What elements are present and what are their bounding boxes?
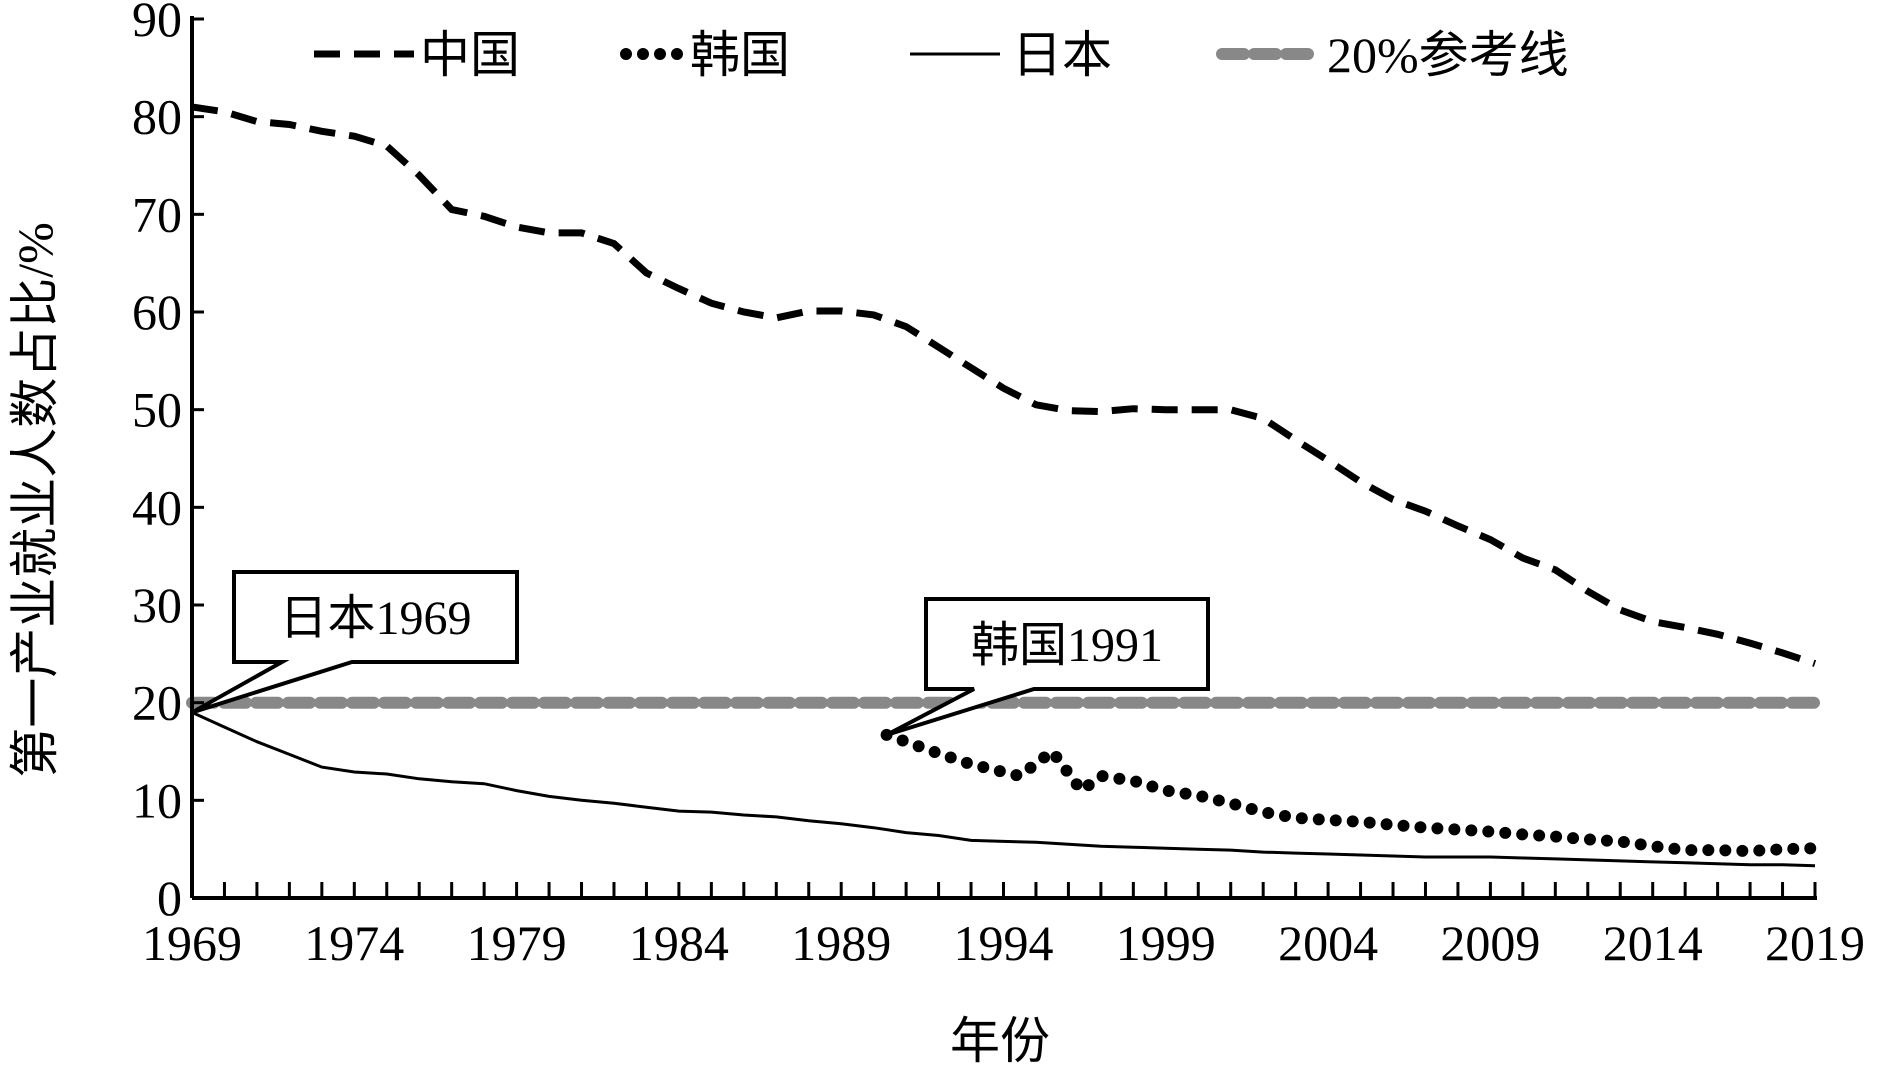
x-tick-label: 1974 <box>304 915 404 971</box>
x-tick-label: 1984 <box>629 915 729 971</box>
y-tick-label: 50 <box>132 382 182 438</box>
annotation-label-2: 韩国1991 <box>971 619 1163 672</box>
y-tick-label: 30 <box>132 577 182 633</box>
x-tick-label: 2004 <box>1278 915 1378 971</box>
y-tick-label: 80 <box>132 89 182 145</box>
y-tick-label: 0 <box>157 870 182 926</box>
x-tick-label: 2009 <box>1440 915 1540 971</box>
y-tick-label: 20 <box>132 675 182 731</box>
legend: 中国 韩国 日本 20%参考线 <box>314 27 1569 83</box>
annotation-callout-1 <box>191 570 519 715</box>
x-tick-label: 1979 <box>467 915 567 971</box>
legend-label-1: 中国 <box>420 27 520 83</box>
legend-label-2: 韩国 <box>690 27 790 83</box>
x-tick-label: 2014 <box>1603 915 1703 971</box>
x-tick-label: 1994 <box>954 915 1054 971</box>
legend-label-3: 日本 <box>1012 27 1112 83</box>
x-axis-title: 年份 <box>950 1013 1050 1069</box>
y-axis-title: 第一产业就业人数占比/% <box>7 222 63 778</box>
x-tick-label: 1999 <box>1116 915 1216 971</box>
annotation-label-1: 日本1969 <box>279 592 471 645</box>
series-line-3 <box>191 711 1816 868</box>
series-line-1 <box>191 103 1817 667</box>
series-line-2 <box>880 728 1821 858</box>
annotation-callout-2 <box>885 597 1210 737</box>
y-tick-label: 90 <box>132 0 182 47</box>
x-tick-label: 1989 <box>791 915 891 971</box>
y-tick-label: 10 <box>132 772 182 828</box>
legend-label-4: 20%参考线 <box>1327 27 1569 83</box>
y-tick-label: 40 <box>132 479 182 535</box>
y-tick-label: 70 <box>132 186 182 242</box>
y-tick-label: 60 <box>132 284 182 340</box>
x-tick-label: 1969 <box>142 915 242 971</box>
x-tick-label: 2019 <box>1765 915 1865 971</box>
